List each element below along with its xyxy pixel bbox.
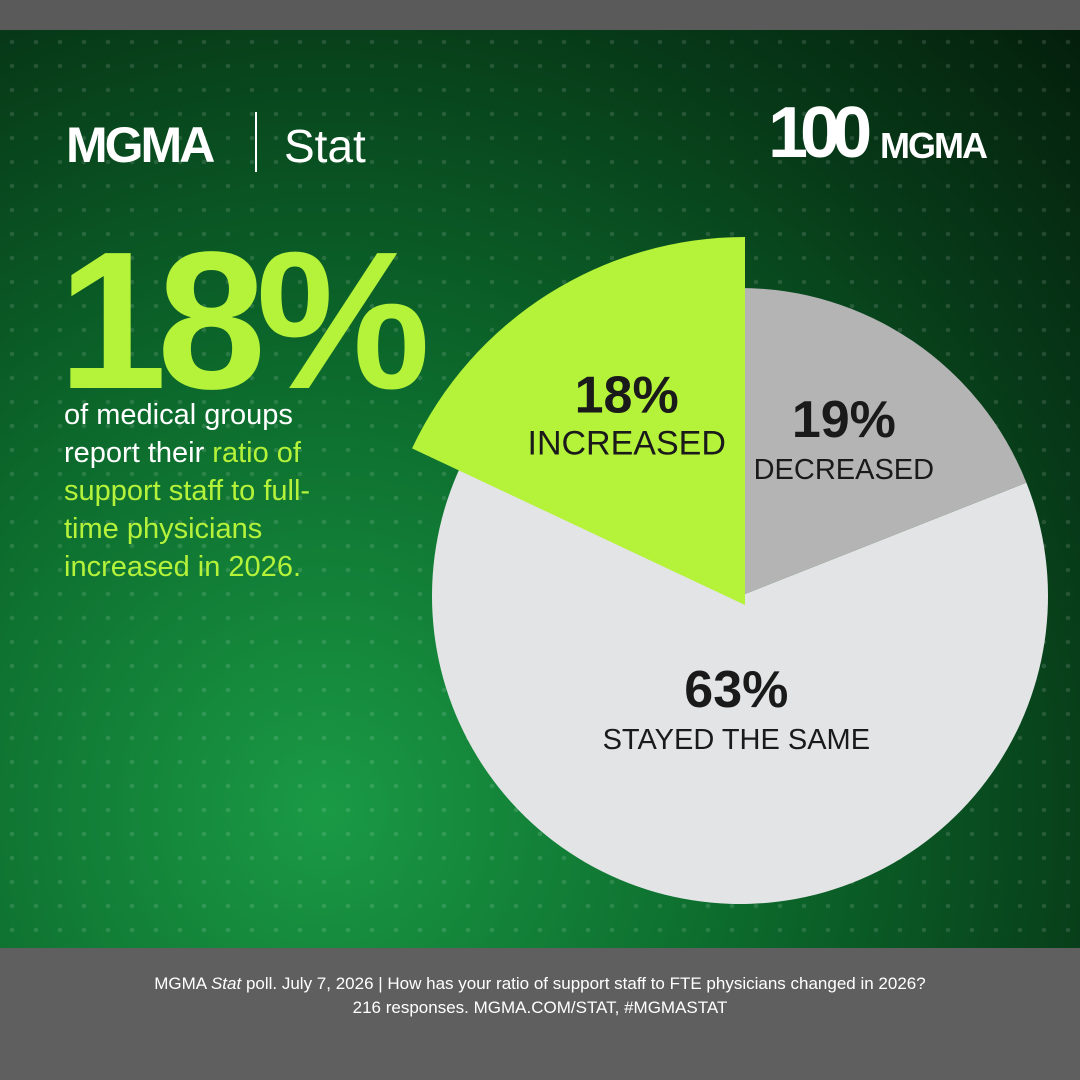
footer: MGMA Stat poll. July 7, 2026 | How has y… bbox=[0, 948, 1080, 1080]
slice-value: 63% bbox=[684, 661, 788, 719]
slice-label: INCREASED bbox=[528, 425, 726, 463]
headline-value: 18% bbox=[58, 211, 426, 430]
text-highlight: ratio of support staff to full-time phys… bbox=[64, 437, 311, 583]
logo-right: MGMA bbox=[880, 125, 988, 166]
footer-line2: 216 responses. MGMA.COM/STAT, #MGMASTAT bbox=[352, 998, 728, 1017]
slice-value: 19% bbox=[792, 391, 896, 449]
logo-100: 100 bbox=[768, 93, 870, 173]
chart: MGMA Stat 100 MGMA 18% 18%INCREASED 19%DE… bbox=[58, 93, 1048, 904]
pie-slice bbox=[740, 288, 1027, 596]
pie-slice bbox=[412, 237, 745, 605]
footer-italic: Stat bbox=[210, 974, 242, 993]
headline-text: of medical groups report their ratio of … bbox=[64, 396, 364, 586]
text-plain: of medical groups report their bbox=[64, 399, 293, 469]
slice-label: DECREASED bbox=[754, 454, 935, 486]
footer-prefix: MGMA bbox=[154, 974, 207, 993]
slice-value: 18% bbox=[575, 367, 679, 425]
logo-left: MGMA bbox=[66, 117, 214, 173]
slice-label: STAYED THE SAME bbox=[603, 724, 871, 756]
logo-stat: Stat bbox=[284, 120, 366, 172]
pie-slice bbox=[432, 464, 1048, 904]
footer-source: poll. July 7, 2026 | How has your ratio … bbox=[245, 974, 926, 993]
